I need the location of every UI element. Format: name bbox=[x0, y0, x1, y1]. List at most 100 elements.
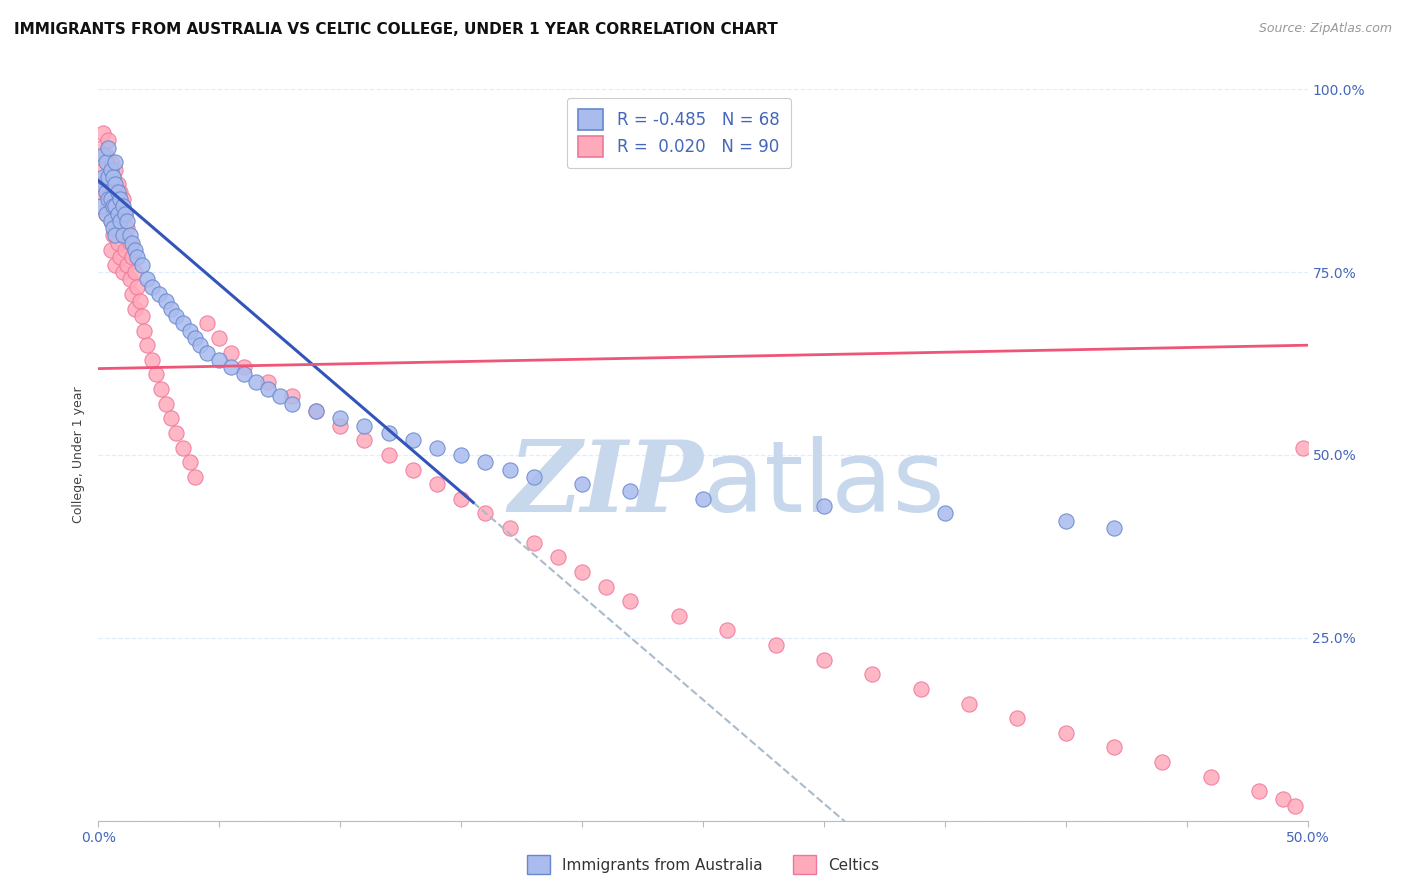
Point bbox=[97, 199, 120, 213]
Point bbox=[184, 331, 207, 345]
Point bbox=[195, 316, 218, 330]
Point bbox=[692, 491, 714, 506]
Point bbox=[450, 491, 472, 506]
Point bbox=[353, 418, 375, 433]
Point bbox=[121, 251, 143, 265]
Point bbox=[160, 411, 183, 425]
Point bbox=[498, 462, 520, 476]
Point bbox=[94, 155, 117, 169]
Point bbox=[117, 258, 139, 272]
Point bbox=[104, 155, 127, 169]
Point bbox=[124, 301, 146, 316]
Point bbox=[1199, 770, 1222, 784]
Point bbox=[101, 199, 124, 213]
Point bbox=[118, 235, 141, 250]
Point bbox=[128, 294, 150, 309]
Point bbox=[124, 243, 146, 257]
Point bbox=[141, 279, 163, 293]
Point bbox=[100, 214, 122, 228]
Point bbox=[595, 580, 617, 594]
Point bbox=[104, 221, 127, 235]
Point bbox=[91, 162, 114, 177]
Point bbox=[108, 214, 131, 228]
Point bbox=[107, 235, 129, 250]
Point bbox=[107, 178, 129, 192]
Text: ZIP: ZIP bbox=[508, 436, 703, 533]
Point bbox=[131, 309, 153, 323]
Point bbox=[135, 272, 157, 286]
Point bbox=[221, 345, 243, 359]
Point bbox=[184, 470, 207, 484]
Point bbox=[108, 185, 131, 199]
Point bbox=[104, 199, 127, 213]
Point bbox=[118, 272, 141, 286]
Point bbox=[160, 301, 183, 316]
Point bbox=[97, 192, 120, 206]
Legend: R = -0.485   N = 68, R =  0.020   N = 90: R = -0.485 N = 68, R = 0.020 N = 90 bbox=[567, 97, 792, 169]
Point bbox=[94, 148, 117, 162]
Point bbox=[155, 294, 177, 309]
Point bbox=[1102, 740, 1125, 755]
Point bbox=[353, 434, 375, 448]
Point bbox=[108, 192, 131, 206]
Point bbox=[134, 324, 156, 338]
Point bbox=[131, 258, 153, 272]
Point bbox=[571, 477, 593, 491]
Point bbox=[1284, 799, 1306, 814]
Point bbox=[101, 169, 124, 184]
Point bbox=[426, 477, 449, 491]
Text: Source: ZipAtlas.com: Source: ZipAtlas.com bbox=[1258, 22, 1392, 36]
Point bbox=[104, 258, 127, 272]
Point bbox=[135, 338, 157, 352]
Point bbox=[619, 594, 641, 608]
Point bbox=[571, 565, 593, 579]
Point bbox=[281, 389, 304, 403]
Point bbox=[127, 279, 149, 293]
Text: IMMIGRANTS FROM AUSTRALIA VS CELTIC COLLEGE, UNDER 1 YEAR CORRELATION CHART: IMMIGRANTS FROM AUSTRALIA VS CELTIC COLL… bbox=[14, 22, 778, 37]
Point bbox=[256, 382, 278, 396]
Point bbox=[97, 169, 120, 184]
Point bbox=[281, 397, 304, 411]
Point bbox=[1054, 514, 1077, 528]
Point bbox=[121, 287, 143, 301]
Point bbox=[94, 206, 117, 220]
Point bbox=[619, 484, 641, 499]
Point bbox=[107, 206, 129, 220]
Point bbox=[957, 697, 980, 711]
Point bbox=[165, 425, 187, 440]
Point bbox=[668, 608, 690, 623]
Point bbox=[195, 345, 218, 359]
Point bbox=[111, 192, 134, 206]
Point bbox=[107, 185, 129, 199]
Point bbox=[111, 228, 134, 243]
Point bbox=[188, 338, 211, 352]
Point bbox=[208, 352, 231, 367]
Point bbox=[101, 169, 124, 184]
Point bbox=[179, 324, 201, 338]
Point bbox=[329, 418, 352, 433]
Point bbox=[94, 178, 117, 192]
Legend: Immigrants from Australia, Celtics: Immigrants from Australia, Celtics bbox=[520, 849, 886, 880]
Point bbox=[426, 441, 449, 455]
Point bbox=[100, 162, 122, 177]
Point bbox=[245, 375, 267, 389]
Point bbox=[1249, 784, 1271, 798]
Point bbox=[155, 397, 177, 411]
Point bbox=[121, 235, 143, 250]
Point bbox=[97, 169, 120, 184]
Point bbox=[377, 448, 399, 462]
Point bbox=[111, 265, 134, 279]
Point bbox=[402, 462, 425, 476]
Point bbox=[100, 243, 122, 257]
Point bbox=[934, 507, 956, 521]
Point bbox=[150, 382, 173, 396]
Point bbox=[114, 243, 136, 257]
Point bbox=[377, 425, 399, 440]
Point bbox=[100, 214, 122, 228]
Point bbox=[117, 221, 139, 235]
Point bbox=[141, 352, 163, 367]
Point bbox=[108, 251, 131, 265]
Point bbox=[1152, 755, 1174, 769]
Point bbox=[117, 214, 139, 228]
Point bbox=[101, 221, 124, 235]
